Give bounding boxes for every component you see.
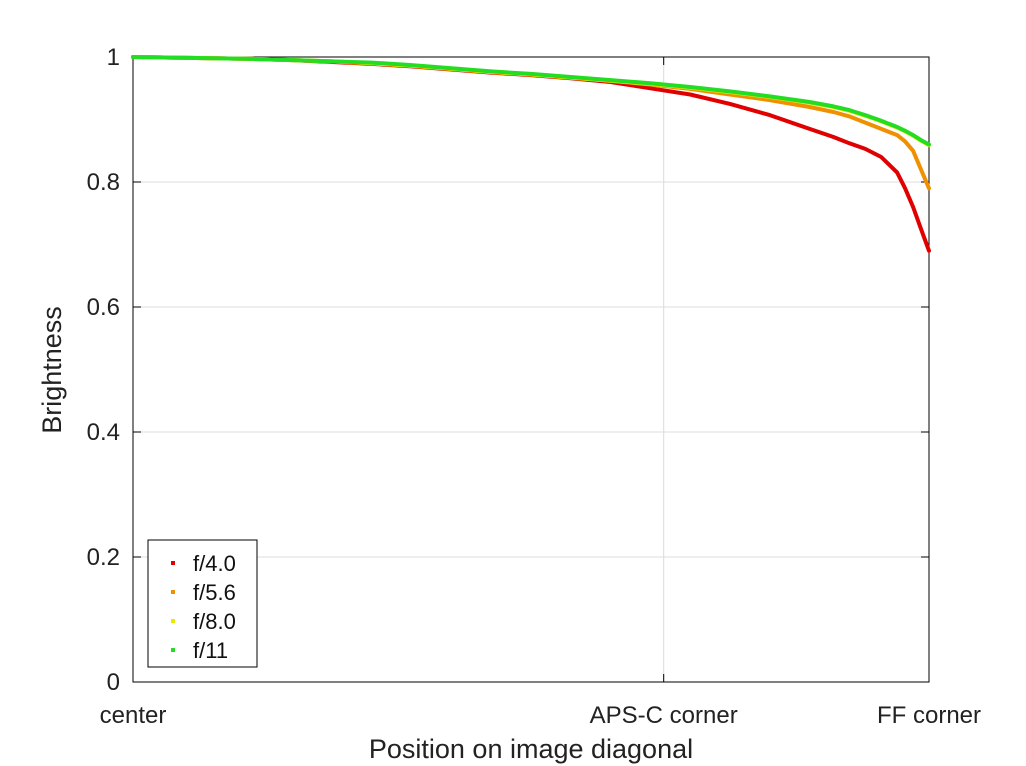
legend-entry-label: f/5.6 xyxy=(193,580,236,605)
legend-marker xyxy=(171,590,175,594)
legend-entry-label: f/4.0 xyxy=(193,551,236,576)
legend-marker xyxy=(171,561,175,565)
y-tick-label: 0.6 xyxy=(87,294,120,321)
x-axis-label: Position on image diagonal xyxy=(369,734,693,764)
legend-marker xyxy=(171,648,175,652)
axis-ticks xyxy=(132,56,930,683)
x-tick-label: center xyxy=(100,702,167,729)
grid xyxy=(133,57,929,682)
legend: f/4.0 f/5.6 f/8.0 f/11 xyxy=(147,539,258,668)
y-tick-label: 1 xyxy=(107,44,120,71)
y-tick-label: 0 xyxy=(107,669,120,696)
x-tick-label: FF corner xyxy=(877,702,981,729)
series-layer xyxy=(131,55,931,253)
series-line-3 xyxy=(131,55,931,147)
y-tick-label: 0.2 xyxy=(87,544,120,571)
legend-box xyxy=(147,539,258,668)
legend-entry-label: f/11 xyxy=(193,638,228,663)
legend-marker xyxy=(171,619,175,623)
x-tick-label: APS-C corner xyxy=(590,702,738,729)
y-tick-label: 0.8 xyxy=(87,169,120,196)
tick-labels: 0 0.2 0.4 0.6 0.8 1 center APS-C corner FF corne… xyxy=(87,44,981,729)
plot-frame xyxy=(132,56,930,683)
legend-entry-label: f/8.0 xyxy=(193,609,236,634)
y-tick-label: 0.4 xyxy=(87,419,120,446)
y-axis-label: Brightness xyxy=(37,306,67,434)
